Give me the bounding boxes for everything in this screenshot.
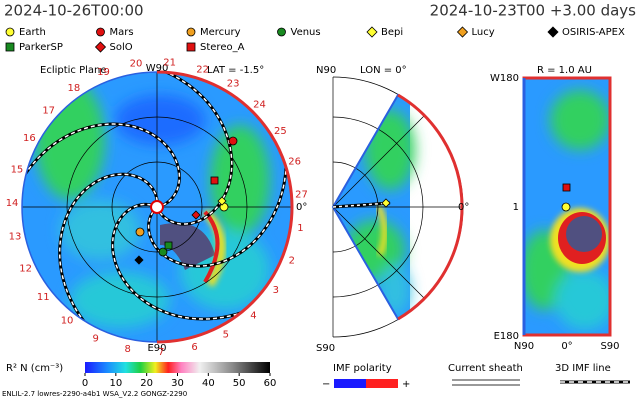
sector-number: 20 [130, 59, 143, 70]
radial-mid: 0° [561, 341, 572, 352]
meridional-lon: LON = 0° [360, 65, 407, 76]
header-time: 2024-10-26T00:00 [4, 2, 144, 20]
legend-marker [277, 27, 286, 37]
imf-negative [334, 379, 366, 388]
meridional-top: N90 [316, 65, 336, 76]
sector-number: 22 [196, 64, 209, 75]
legend-label: SolO [110, 42, 133, 53]
sector-number: 9 [93, 333, 99, 344]
imf-minus: − [322, 379, 330, 390]
sector-number: 4 [250, 310, 256, 321]
sector-number: 19 [97, 67, 110, 78]
sector-number: 13 [9, 231, 22, 242]
legend-label: Earth [19, 27, 46, 38]
legend-label: Venus [291, 27, 321, 38]
colorbar-tick-label: 10 [109, 378, 122, 389]
header-run: 2024-10-23T00 +3.00 days [430, 2, 637, 20]
sector-number: 3 [273, 285, 279, 296]
legend-label: Lucy [472, 27, 495, 38]
legend-marker [5, 27, 15, 37]
sheath-line [452, 379, 520, 386]
sector-number: 5 [223, 330, 229, 341]
sector-number: 23 [227, 79, 240, 90]
imf-line [147, 164, 287, 267]
sector-number: 14 [6, 198, 19, 209]
sector-number: 18 [67, 83, 80, 94]
sector-number: 8 [124, 344, 130, 355]
radial-one: 1 [513, 202, 519, 213]
legend-label: ParkerSP [19, 42, 63, 53]
imf-line [111, 203, 244, 320]
legend-marker [186, 42, 196, 52]
sector-number: 21 [163, 58, 176, 69]
legend-marker [456, 26, 469, 38]
colorbar-tick-label: 50 [233, 378, 246, 389]
ecliptic-zero: 0° [296, 202, 307, 213]
meridional-zero: 0° [458, 202, 469, 213]
footer: ENLIL-2.7 lowres-2290-a4b1 WSA_V2.2 GONG… [2, 390, 187, 398]
radial-top: W180 [490, 73, 519, 84]
sector-number: 11 [37, 292, 50, 303]
colorbar [85, 362, 270, 373]
legend-label: Mercury [200, 27, 241, 38]
legend-marker [5, 42, 15, 52]
radial-r: R = 1.0 AU [537, 65, 592, 76]
legend-label: Bepi [381, 27, 403, 38]
colorbar-tick-label: 20 [140, 378, 153, 389]
radial-panel: R = 1.0 AU W180 1 E180 N90 0° S90 [490, 65, 620, 352]
imf3d-label: 3D IMF line [555, 363, 611, 374]
ecliptic-top: W90 [146, 63, 169, 74]
sector-number: 6 [191, 342, 197, 353]
sector-number: 25 [274, 126, 287, 137]
meridional-bottom: S90 [316, 343, 335, 354]
legend: Earth Mars Mercury Venus Bepi Lucy OSIRIS-APEX… [5, 26, 625, 53]
legend-label: OSIRIS-APEX [562, 27, 625, 38]
imf-line [58, 173, 158, 323]
radial-right: S90 [600, 341, 619, 352]
sector-number: 10 [61, 316, 74, 327]
ecliptic-title: Ecliptic Plane [40, 65, 107, 76]
imf-positive [366, 379, 398, 388]
legend-label: Stereo_A [200, 42, 245, 53]
colorbar-tick-label: 30 [171, 378, 184, 389]
sheath-label: Current sheath [448, 363, 523, 374]
sector-number: 24 [253, 99, 266, 110]
colorbar-tick-label: 40 [202, 378, 215, 389]
legend-marker [366, 26, 378, 38]
sector-number: 12 [19, 263, 32, 274]
sector-number: 27 [295, 189, 308, 200]
radial-left: N90 [514, 341, 534, 352]
sector-number: 1 [297, 223, 303, 234]
imf-line [24, 123, 181, 206]
sector-number: 7 [158, 347, 164, 358]
legend-marker [186, 27, 196, 37]
ecliptic-lat: LAT = -1.5° [207, 65, 264, 76]
colorbar-label: R² N (cm⁻³) [6, 363, 63, 374]
sector-number: 16 [23, 133, 36, 144]
colorbar-tick-label: 60 [264, 378, 277, 389]
legend-marker [96, 27, 105, 37]
legend-marker [94, 41, 107, 53]
radial-bottom: E180 [494, 331, 519, 342]
sector-number: 15 [11, 164, 24, 175]
legend-marker [547, 26, 559, 38]
sector-number: 17 [42, 106, 55, 117]
colorbar-tick-label: 0 [82, 378, 88, 389]
ecliptic-bottom: E90 [147, 343, 166, 354]
meridional-panel: N90 LON = 0° 0° S90 [316, 65, 469, 354]
imf-line [159, 72, 233, 225]
legend-label: Mars [110, 27, 134, 38]
imf-label: IMF polarity [333, 363, 392, 374]
sector-number: 2 [289, 256, 295, 267]
imf-plus: + [402, 379, 410, 390]
sector-number: 26 [288, 156, 301, 167]
ecliptic-panel: Ecliptic Plane LAT = -1.5° W90 E90 0° 12… [6, 58, 308, 358]
